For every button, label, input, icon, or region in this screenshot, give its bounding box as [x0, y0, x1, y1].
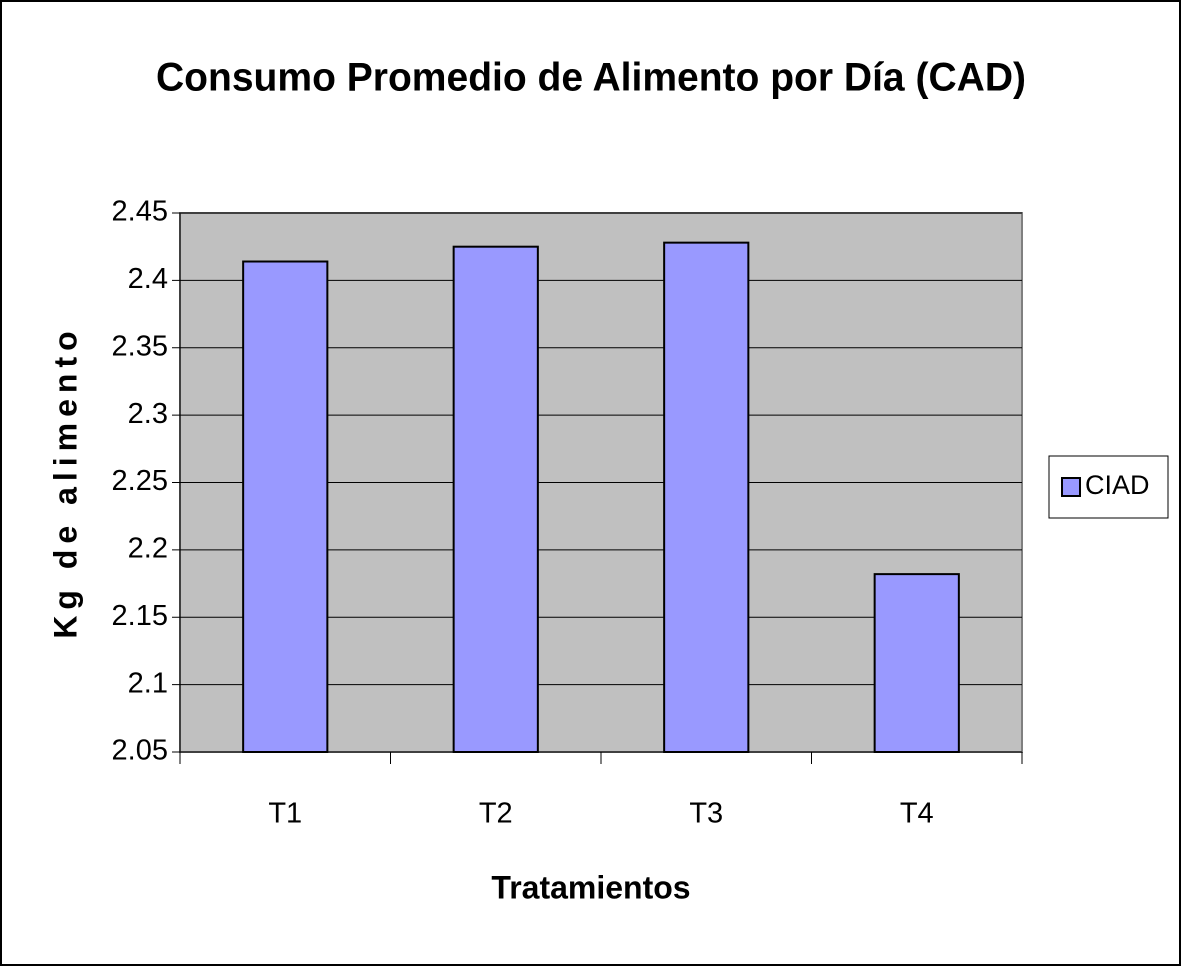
y-tick-label: 2.3 [128, 398, 168, 430]
legend-label: CIAD [1085, 470, 1150, 500]
x-tick-label: T1 [268, 798, 302, 830]
bar [452, 245, 539, 753]
y-tick-label: 2.35 [112, 330, 168, 362]
y-tick-label: 2.4 [128, 263, 168, 295]
bar [663, 241, 750, 754]
y-tick-label: 2.1 [128, 667, 168, 699]
y-tick-label: 2.05 [112, 735, 168, 767]
x-tick-label: T2 [479, 798, 513, 830]
bar [873, 573, 960, 753]
y-tick-label: 2.2 [128, 533, 168, 565]
x-tick-label: T3 [689, 798, 723, 830]
y-axis-title: Kg de alimento [47, 325, 83, 638]
legend-box [1048, 455, 1169, 519]
y-tick-label: 2.45 [112, 196, 168, 228]
x-axis-title: Tratamientos [491, 869, 690, 905]
chart-title: Consumo Promedio de Alimento por Día (CA… [156, 56, 1026, 100]
y-tick-label: 2.25 [112, 465, 168, 497]
legend-swatch [1061, 477, 1081, 497]
y-tick-label: 2.15 [112, 600, 168, 632]
x-tick-label: T4 [900, 798, 934, 830]
bar [242, 260, 329, 753]
